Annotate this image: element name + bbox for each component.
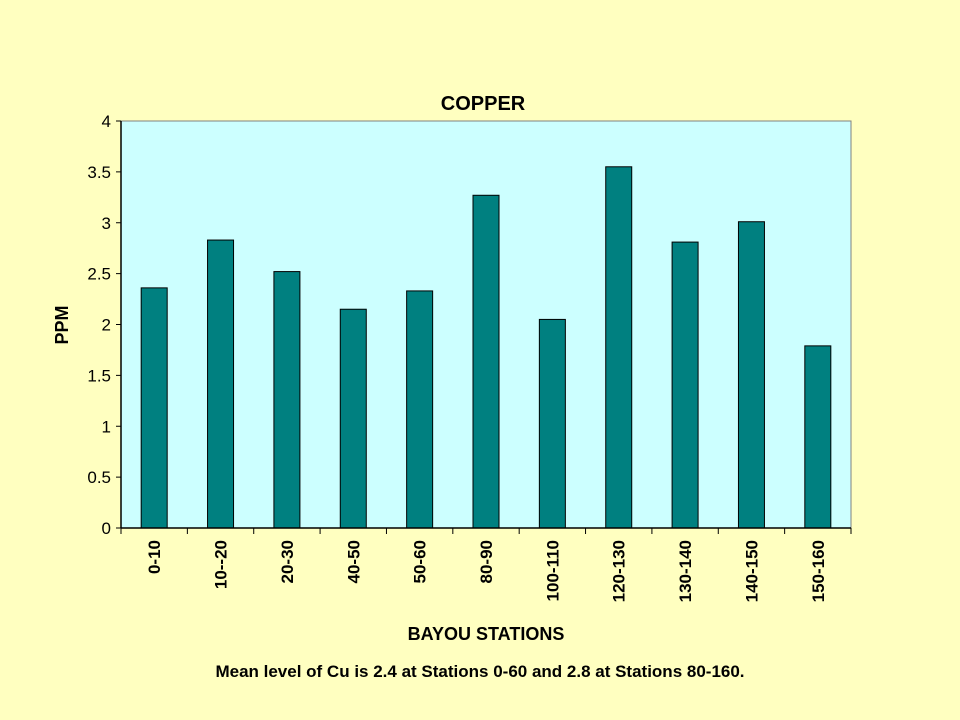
y-tick-label: 0.5: [87, 468, 111, 487]
bar-150-160: [804, 345, 832, 529]
y-tick-label: 3: [102, 214, 111, 233]
x-tick-label: 100-110: [543, 540, 562, 601]
bar-10--20: [207, 239, 235, 529]
y-tick-label: 3.5: [87, 163, 111, 182]
bar-140-150: [737, 221, 765, 529]
y-tick-label: 1: [102, 417, 111, 436]
y-tick-label: 2.5: [87, 265, 111, 284]
x-tick-label: 130-140: [676, 540, 695, 602]
x-axis-label: BAYOU STATIONS: [408, 624, 565, 644]
x-tick-label: 80-90: [477, 540, 496, 583]
bar-120-130: [605, 166, 633, 529]
chart-title: COPPER: [441, 93, 526, 115]
y-tick-label: 2: [102, 316, 111, 335]
x-tick-label: 10--20: [212, 540, 231, 589]
bar-20-30: [273, 271, 301, 529]
x-tick-label: 20-30: [278, 540, 297, 583]
bar-100-110: [538, 318, 566, 529]
caption: Mean level of Cu is 2.4 at Stations 0-60…: [215, 662, 745, 681]
bar-80-90: [472, 194, 500, 529]
bar-130-140: [671, 241, 699, 529]
x-tick-label: 120-130: [610, 540, 629, 602]
bar-40-50: [339, 308, 367, 529]
y-tick-label: 1.5: [87, 366, 111, 385]
bar-50-60: [406, 290, 434, 529]
bar-0-10: [140, 287, 168, 529]
x-tick-label: 140-150: [742, 540, 761, 602]
x-tick-label: 150-160: [809, 540, 828, 602]
x-tick-label: 50-60: [411, 540, 430, 583]
y-axis-label: PPM: [52, 305, 72, 344]
x-tick-label: 40-50: [344, 540, 363, 583]
y-tick-label: 4: [102, 112, 111, 131]
y-tick-label: 0: [102, 519, 111, 538]
x-tick-label: 0-10: [145, 540, 164, 574]
